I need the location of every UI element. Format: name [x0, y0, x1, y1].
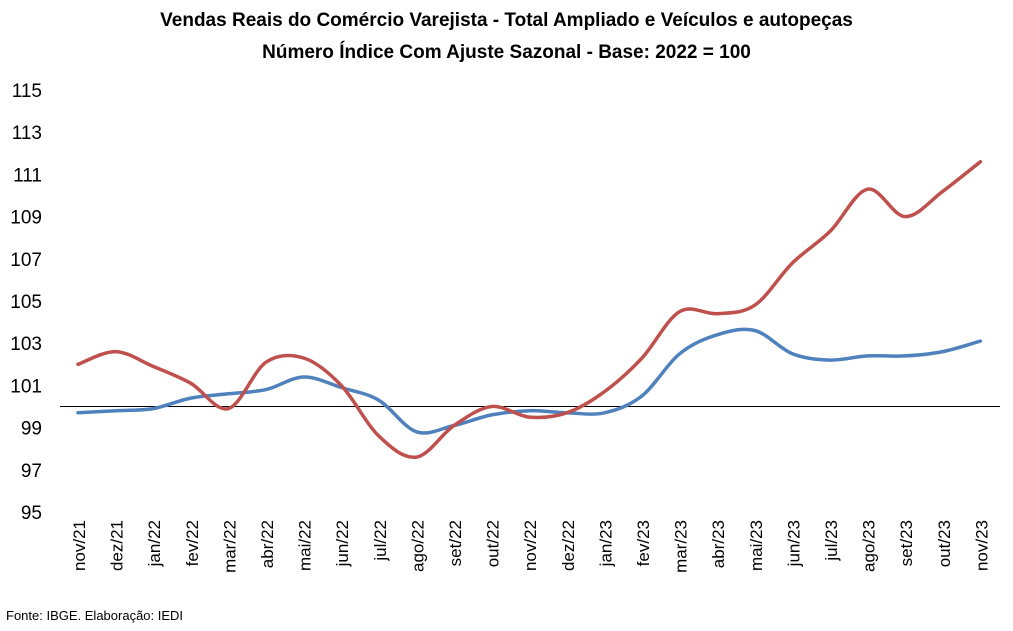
x-tick-label: ago/23 — [860, 520, 879, 572]
y-tick-label: 105 — [10, 292, 42, 313]
y-tick-label: 99 — [21, 419, 42, 440]
x-tick-label: abr/23 — [709, 520, 728, 568]
y-tick-label: 107 — [10, 250, 42, 271]
chart-title: Vendas Reais do Comércio Varejista - Tot… — [160, 10, 853, 31]
x-tick-label: jan/23 — [596, 520, 615, 567]
x-tick-label: abr/22 — [258, 520, 277, 568]
y-tick-label: 95 — [21, 503, 42, 524]
x-tick-label: set/23 — [897, 520, 916, 566]
y-tick-label: 113 — [12, 123, 42, 144]
x-tick-label: nov/23 — [972, 520, 991, 571]
x-tick-label: mar/22 — [220, 520, 239, 573]
x-tick-label: fev/22 — [183, 520, 202, 566]
chart-subtitle: Número Índice Com Ajuste Sazonal - Base:… — [262, 42, 751, 63]
y-tick-label: 115 — [12, 81, 42, 102]
x-tick-label: mai/23 — [747, 520, 766, 571]
x-tick-label: fev/23 — [634, 520, 653, 566]
x-tick-label: out/23 — [935, 520, 954, 567]
y-tick-label: 109 — [10, 208, 42, 229]
x-tick-label: mar/23 — [672, 520, 691, 573]
x-tick-label: jun/23 — [784, 520, 803, 567]
y-tick-label: 97 — [21, 461, 42, 482]
x-tick-label: set/22 — [446, 520, 465, 566]
x-tick-label: jul/22 — [371, 520, 390, 562]
y-tick-label: 101 — [10, 376, 42, 397]
x-tick-label: jan/22 — [145, 520, 164, 567]
y-tick-label: 103 — [10, 334, 42, 355]
series-line-2 — [76, 159, 983, 459]
x-tick-label: dez/21 — [108, 520, 127, 571]
x-tick-label: jul/23 — [822, 520, 841, 562]
x-tick-label: jun/22 — [333, 520, 352, 567]
x-tick-label: nov/22 — [521, 520, 540, 571]
series-line-1 — [76, 327, 983, 435]
x-tick-label: nov/21 — [70, 520, 89, 571]
x-tick-label: dez/22 — [559, 520, 578, 571]
x-tick-label: mai/22 — [296, 520, 315, 571]
source-note: Fonte: IBGE. Elaboração: IEDI — [6, 608, 184, 623]
y-tick-label: 111 — [13, 165, 42, 186]
x-tick-label: out/22 — [484, 520, 503, 567]
x-tick-label: ago/22 — [408, 520, 427, 572]
